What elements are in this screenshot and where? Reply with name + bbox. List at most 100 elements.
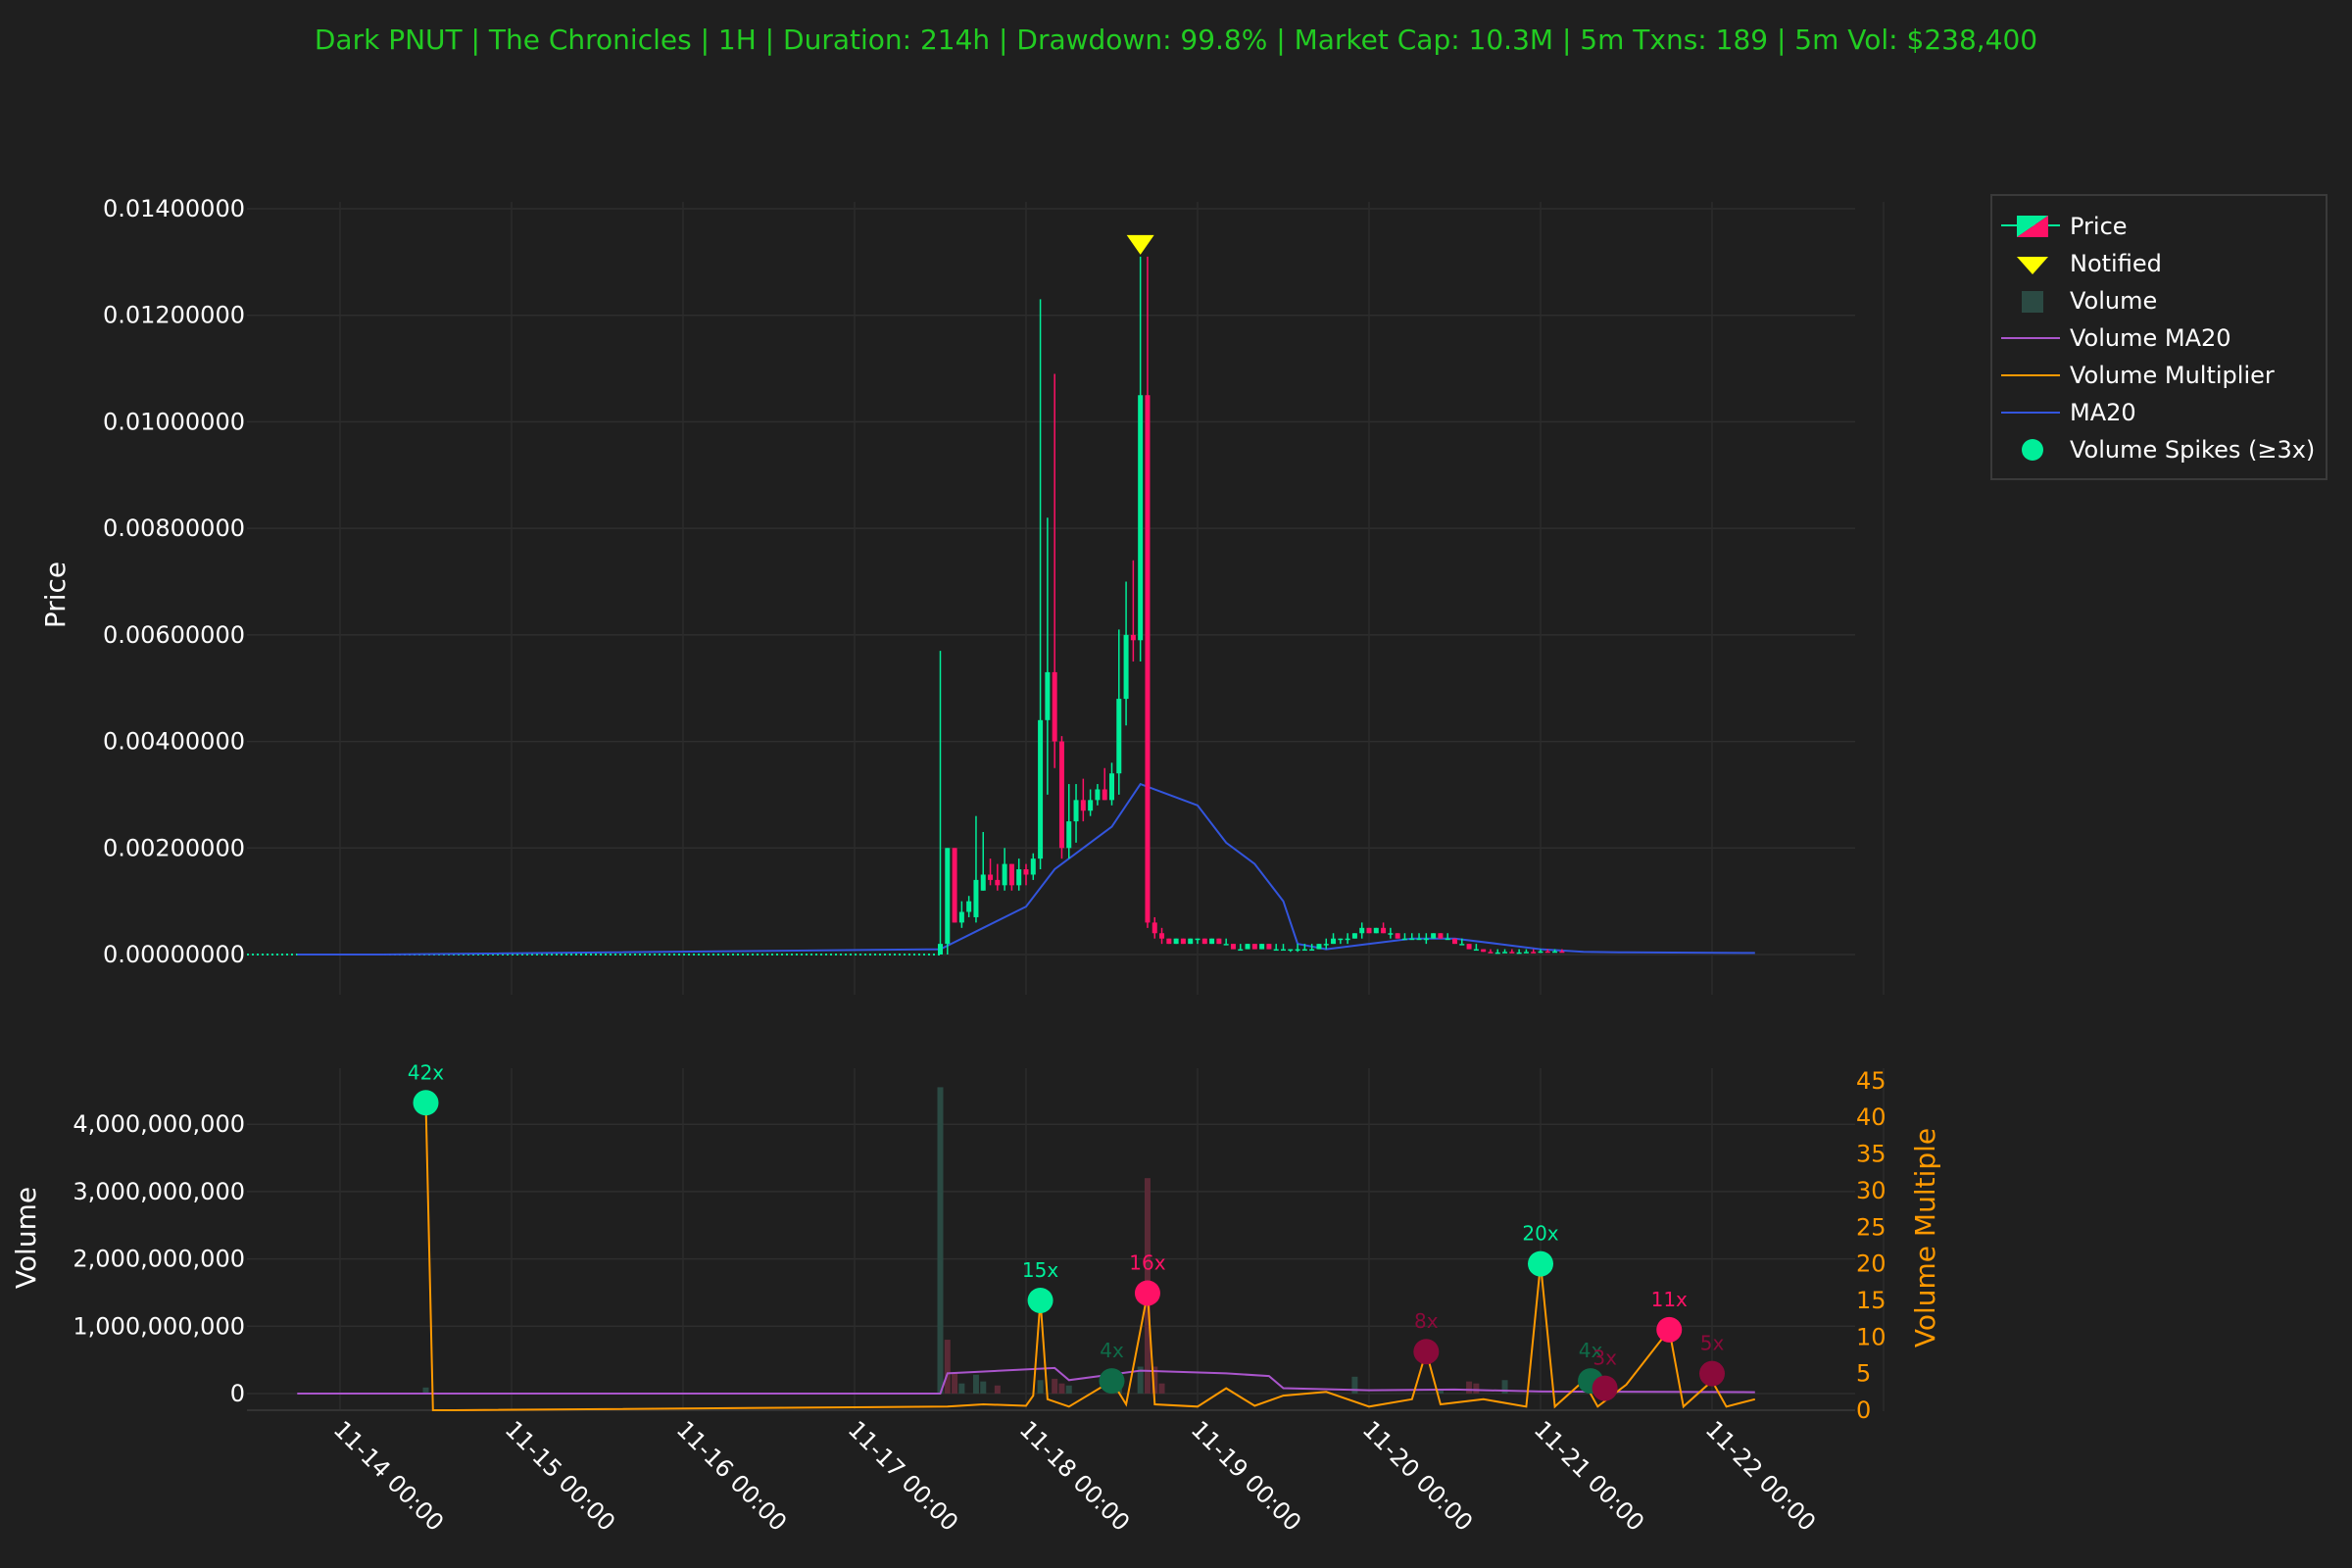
volume-multiple-tick: 0 bbox=[1856, 1396, 1871, 1424]
volume-bar bbox=[1466, 1381, 1473, 1394]
candle-body bbox=[1159, 933, 1165, 939]
candle-body bbox=[1002, 863, 1007, 886]
volume-spike-label: 4x bbox=[1579, 1339, 1603, 1362]
candle-body bbox=[1301, 949, 1307, 952]
volume-multiple-tick: 25 bbox=[1856, 1213, 1886, 1241]
candle-body bbox=[1345, 938, 1350, 941]
candle-body bbox=[1366, 927, 1372, 934]
volume-bar bbox=[1152, 1366, 1158, 1394]
volume-y-tick: 0 bbox=[230, 1380, 245, 1407]
volume-spike-label: 5x bbox=[1700, 1332, 1725, 1355]
volume-multiple-axis-label: Volume Multiple bbox=[1909, 1128, 1941, 1348]
volume-multiple-tick: 35 bbox=[1856, 1141, 1886, 1168]
price-axis-label: Price bbox=[39, 562, 72, 628]
volume-multiple-tick: 15 bbox=[1856, 1287, 1886, 1314]
x-tick-label: 11-19 00:00 bbox=[1186, 1415, 1306, 1536]
candle-body bbox=[1188, 938, 1194, 945]
candle-body bbox=[1494, 952, 1500, 955]
candle-body bbox=[1109, 773, 1114, 801]
volume-bar bbox=[1501, 1380, 1508, 1394]
price-y-tick: 0.00800000 bbox=[103, 514, 245, 542]
volume-multiple-tick: 30 bbox=[1856, 1177, 1886, 1204]
ma20-line bbox=[297, 782, 1755, 956]
candle-body bbox=[1138, 395, 1144, 641]
x-tick-label: 11-15 00:00 bbox=[500, 1415, 620, 1536]
candle-body bbox=[1338, 938, 1344, 941]
legend-label-volume: Volume bbox=[2070, 287, 2157, 315]
candle-body bbox=[1331, 938, 1337, 945]
price-grid bbox=[247, 202, 1885, 995]
volume-y-tick: 3,000,000,000 bbox=[73, 1178, 245, 1205]
price-series bbox=[247, 234, 1755, 956]
price-y-tick: 0.01000000 bbox=[103, 408, 245, 435]
candle-body bbox=[1259, 944, 1265, 950]
candle-body bbox=[1544, 951, 1550, 954]
candle-body bbox=[988, 874, 994, 880]
legend: Price Notified Volume Volume MA20 Volume… bbox=[1990, 194, 2328, 480]
volume-multiple-tick: 45 bbox=[1856, 1067, 1886, 1095]
volume-bar bbox=[1052, 1378, 1058, 1394]
volume-spike-swatch bbox=[2022, 439, 2043, 461]
volume-multiple-tick: 20 bbox=[1856, 1250, 1886, 1278]
chart-title: Dark PNUT | The Chronicles | 1H | Durati… bbox=[314, 24, 2038, 56]
candle-body bbox=[1438, 933, 1444, 939]
candle-body bbox=[1466, 944, 1472, 950]
candle-body bbox=[952, 848, 957, 923]
candle-body bbox=[1080, 800, 1086, 811]
candle-body bbox=[1238, 949, 1244, 952]
candle-body bbox=[1058, 741, 1064, 849]
legend-item-volume: Volume bbox=[2022, 287, 2157, 315]
volume-bar bbox=[1473, 1383, 1480, 1394]
candle-body bbox=[1095, 789, 1101, 801]
legend-item-volume-multiplier: Volume Multiplier bbox=[2001, 362, 2275, 389]
x-tick-label: 11-18 00:00 bbox=[1014, 1415, 1135, 1536]
volume-bar bbox=[994, 1385, 1001, 1394]
volume-spike-label: 8x bbox=[1414, 1309, 1439, 1333]
candle-body bbox=[1459, 944, 1465, 946]
volume-bar bbox=[958, 1383, 965, 1394]
volume-grid bbox=[247, 1068, 1885, 1411]
legend-label-volume-spikes: Volume Spikes (≥3x) bbox=[2070, 436, 2315, 464]
candle-body bbox=[995, 879, 1001, 886]
candle-body bbox=[1216, 938, 1222, 945]
candle-body bbox=[1030, 858, 1036, 875]
candle-body bbox=[1016, 869, 1022, 886]
volume-swatch bbox=[2022, 291, 2043, 313]
candle-body bbox=[1209, 938, 1215, 945]
volume-y-tick-labels: 0 1,000,000,000 2,000,000,000 3,000,000,000… bbox=[73, 1110, 245, 1407]
x-tick-label: 11-14 00:00 bbox=[328, 1415, 449, 1536]
candle-body bbox=[1195, 938, 1200, 941]
volume-bar bbox=[1037, 1380, 1044, 1394]
volume-bar bbox=[937, 1087, 944, 1394]
volume-bar bbox=[980, 1381, 987, 1394]
x-tick-labels: 11-14 00:00 11-15 00:00 11-16 00:00 11-17 0… bbox=[328, 1415, 1821, 1536]
candle-body bbox=[1066, 821, 1072, 849]
volume-spike-label: 16x bbox=[1129, 1250, 1165, 1274]
volume-spike-marker bbox=[1656, 1316, 1683, 1343]
volume-multiple-tick: 40 bbox=[1856, 1103, 1886, 1131]
volume-spike-marker bbox=[1592, 1375, 1618, 1401]
volume-bar bbox=[952, 1373, 958, 1394]
candle-body bbox=[1395, 933, 1400, 939]
price-y-tick: 0.00000000 bbox=[103, 941, 245, 968]
candle-body bbox=[1509, 952, 1515, 954]
x-tick-label: 11-21 00:00 bbox=[1529, 1415, 1649, 1536]
candle-body bbox=[1538, 951, 1544, 954]
candle-body bbox=[1488, 952, 1494, 954]
volume-spike-marker bbox=[1413, 1339, 1440, 1365]
candle-body bbox=[1359, 927, 1365, 934]
volume-bar bbox=[1058, 1383, 1065, 1394]
candle-body bbox=[1445, 938, 1450, 941]
volume-y-tick: 1,000,000,000 bbox=[73, 1312, 245, 1340]
volume-bar bbox=[1137, 1366, 1144, 1394]
price-y-tick: 0.01200000 bbox=[103, 302, 245, 329]
volume-spike-label: 3x bbox=[1592, 1347, 1617, 1370]
candle-body bbox=[1245, 944, 1250, 950]
candle-body bbox=[1295, 949, 1300, 952]
volume-bar bbox=[1158, 1383, 1165, 1394]
x-tick-label: 11-17 00:00 bbox=[843, 1415, 963, 1536]
volume-spike-marker bbox=[413, 1090, 439, 1116]
candle-body bbox=[1473, 949, 1479, 952]
candle-body bbox=[1230, 944, 1236, 950]
